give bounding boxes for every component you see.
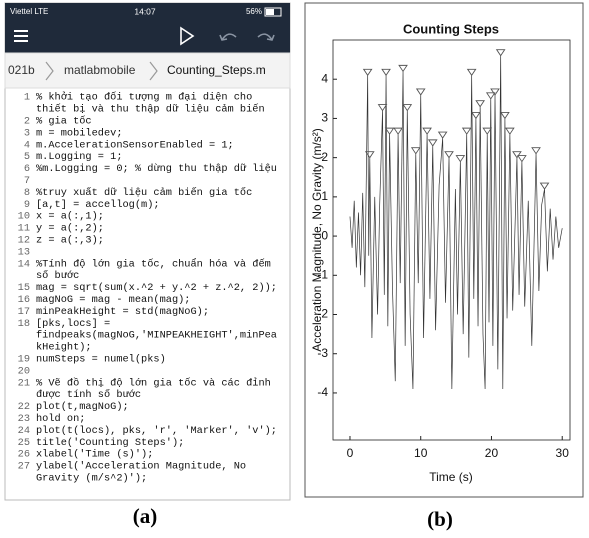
code-line: m = mobiledev;	[36, 127, 123, 139]
line-number: 8	[24, 187, 30, 199]
line-number: 9	[24, 199, 30, 211]
code-line: kHeight);	[36, 342, 92, 354]
code-line: được tính số bước	[36, 388, 141, 401]
line-number: 19	[18, 354, 30, 366]
x-tick-label: 20	[485, 446, 499, 460]
x-tick-label: 30	[556, 446, 570, 460]
line-number: 24	[18, 425, 30, 437]
y-tick-label: 3	[321, 111, 328, 125]
code-line: xlabel('Time (s)');	[36, 449, 153, 461]
line-number: 21	[18, 377, 30, 389]
line-number: 15	[18, 282, 30, 294]
battery-level: 56%	[246, 7, 262, 16]
line-number: 5	[24, 151, 30, 163]
y-tick-label: 4	[321, 71, 328, 85]
code-line: minPeakHeight = std(magNoG);	[36, 306, 209, 318]
y-tick-label: -4	[317, 385, 328, 399]
code-line: mag = sqrt(sum(x.^2 + y.^2 + z.^2, 2));	[36, 282, 277, 294]
line-number: 27	[18, 461, 30, 473]
line-number: 2	[24, 116, 30, 128]
code-line: %truy xuất dữ liệu cảm biến gia tốc	[36, 186, 252, 199]
code-line: [a,t] = accellog(m);	[36, 199, 160, 211]
line-number: 17	[18, 306, 30, 318]
x-axis-label: Time (s)	[429, 470, 473, 484]
line-number: 11	[18, 223, 30, 235]
code-line: title('Counting Steps');	[36, 437, 184, 449]
line-number: 16	[18, 294, 30, 306]
code-line: numSteps = numel(pks)	[36, 354, 166, 366]
caption: (b)	[427, 507, 453, 531]
chart-title: Counting Steps	[403, 21, 499, 36]
code-line: m.AccelerationSensorEnabled = 1;	[36, 139, 234, 151]
code-line: % Vẽ đồ thị độ lớn gia tốc và các đỉnh	[36, 376, 271, 389]
y-tick-label: -3	[317, 346, 328, 360]
line-number: 6	[24, 163, 30, 175]
line-number: 22	[18, 401, 30, 413]
y-tick-label: 0	[321, 228, 328, 242]
code-line: hold on;	[36, 413, 85, 425]
line-number: 1	[24, 92, 30, 104]
y-tick-label: 1	[321, 189, 328, 203]
breadcrumb-item[interactable]: matlabmobile	[64, 63, 136, 77]
code-line: z = a(:,3);	[36, 235, 104, 247]
code-line: magNoG = mag - mean(mag);	[36, 294, 190, 306]
line-number: 23	[18, 413, 30, 425]
figure: Viettel LTE 14:07 56% 021b matlabmobile …	[0, 0, 589, 538]
code-line: plot(t(locs), pks, 'r', 'Marker', 'v');	[36, 425, 277, 437]
clock: 14:07	[134, 6, 156, 16]
battery-fill	[266, 9, 274, 15]
caption: (a)	[133, 504, 158, 528]
x-tick-label: 0	[347, 446, 354, 460]
line-number: 12	[18, 235, 30, 247]
code-line: %Tính độ lớn gia tốc, chuẩn hóa và đếm	[36, 257, 271, 270]
code-line: % khởi tạo đối tượng m đại diện cho	[36, 91, 252, 104]
code-line: %m.Logging = 0; % dừng thu thập dữ liệu	[36, 163, 277, 175]
y-tick-label: -1	[317, 267, 328, 281]
code-line: ylabel('Acceleration Magnitude, No	[36, 461, 246, 473]
code-line: số bước	[36, 269, 79, 282]
x-tick-label: 10	[414, 446, 428, 460]
line-number: 7	[24, 175, 30, 187]
breadcrumb-item[interactable]: 021b	[8, 63, 35, 77]
line-number: 4	[24, 139, 30, 151]
carrier: Viettel LTE	[10, 7, 48, 16]
line-number: 25	[18, 437, 30, 449]
line-number: 20	[18, 365, 30, 377]
code-line: m.Logging = 1;	[36, 151, 123, 163]
code-line: x = a(:,1);	[36, 211, 104, 223]
line-number: 10	[18, 211, 30, 223]
code-line: [pks,locs] =	[36, 318, 110, 330]
chart-frame	[305, 3, 583, 497]
line-number: 26	[18, 449, 30, 461]
y-tick-label: 2	[321, 150, 328, 164]
y-tick-label: -2	[317, 307, 328, 321]
code-line: % gia tốc	[36, 115, 92, 128]
code-line: y = a(:,2);	[36, 223, 104, 235]
breadcrumb-item[interactable]: Counting_Steps.m	[167, 63, 266, 77]
line-number: 13	[18, 246, 30, 258]
code-line: Gravity (m/s^2)');	[36, 473, 147, 485]
code-line: findpeaks(magNoG,'MINPEAKHEIGHT',minPea	[36, 330, 277, 342]
line-number: 3	[24, 127, 30, 139]
code-line: thiết bị và thu thập dữ liệu cảm biến	[36, 103, 265, 116]
code-line: plot(t,magNoG);	[36, 401, 129, 413]
line-number: 14	[18, 258, 30, 270]
line-number: 18	[18, 318, 30, 330]
